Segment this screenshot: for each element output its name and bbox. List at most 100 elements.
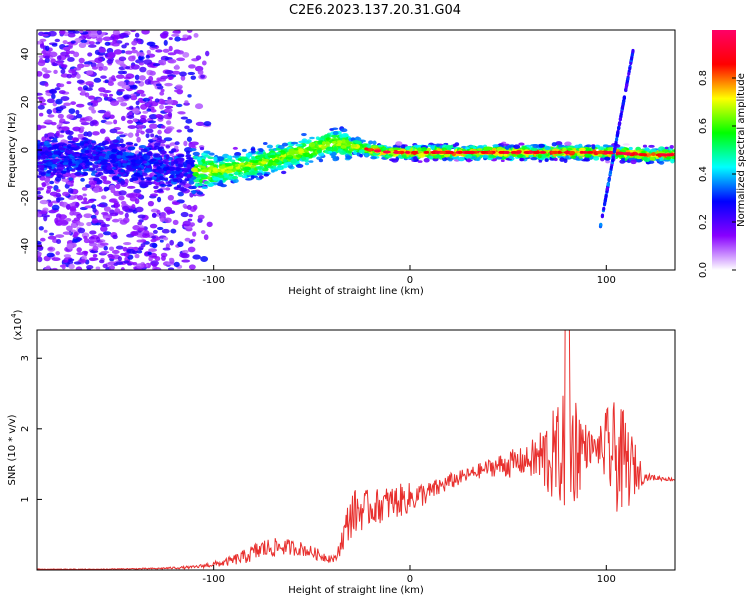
heatmap-cell bbox=[78, 158, 83, 164]
heatmap-cell bbox=[112, 30, 120, 36]
heatmap-cell bbox=[82, 168, 88, 172]
heatmap-cell bbox=[182, 203, 187, 209]
heatmap-cell bbox=[359, 153, 363, 158]
heatmap-cell bbox=[115, 245, 124, 250]
heatmap-cell bbox=[599, 222, 603, 227]
heatmap-cell bbox=[117, 162, 122, 168]
heatmap-cell bbox=[138, 151, 143, 155]
heatmap-cell bbox=[182, 220, 192, 227]
heatmap-cell bbox=[67, 56, 75, 62]
heatmap-cell bbox=[62, 162, 69, 166]
heatmap-cell bbox=[604, 150, 610, 154]
heatmap-cell bbox=[49, 232, 55, 236]
heatmap-cell bbox=[104, 121, 113, 125]
heatmap-cell bbox=[120, 50, 126, 54]
heatmap-cell bbox=[66, 243, 73, 250]
heatmap-cell bbox=[112, 162, 119, 167]
heatmap-cell bbox=[127, 125, 137, 129]
heatmap-cell bbox=[46, 170, 52, 174]
heatmap-cell bbox=[417, 147, 422, 151]
heatmap-cell bbox=[630, 52, 634, 57]
heatmap-cell bbox=[134, 253, 140, 259]
heatmap-cell bbox=[95, 41, 101, 45]
heatmap-cell bbox=[48, 146, 54, 151]
heatmap-cell bbox=[154, 98, 160, 103]
heatmap-cell bbox=[200, 256, 209, 262]
heatmap-cell bbox=[275, 147, 281, 151]
heatmap-cell bbox=[151, 263, 158, 267]
heatmap-cell bbox=[528, 150, 534, 154]
heatmap-cell bbox=[109, 128, 118, 134]
heatmap-cell bbox=[411, 150, 418, 154]
heatmap-cell bbox=[159, 175, 164, 181]
heatmap-cell bbox=[163, 39, 168, 46]
heatmap-cell bbox=[75, 266, 83, 270]
heatmap-cell bbox=[61, 126, 70, 132]
heatmap-cell bbox=[258, 148, 264, 153]
heatmap-cell bbox=[139, 125, 144, 129]
heatmap-y-tick-label: 40 bbox=[20, 48, 31, 61]
heatmap-cell bbox=[166, 184, 173, 187]
heatmap-cell bbox=[74, 171, 82, 177]
heatmap-cell bbox=[650, 152, 656, 157]
heatmap-cell bbox=[136, 89, 145, 95]
heatmap-cell bbox=[166, 120, 172, 125]
heatmap-cell bbox=[39, 43, 45, 49]
heatmap-cell bbox=[37, 187, 45, 191]
heatmap-cell bbox=[163, 137, 173, 142]
colorbar-ticks: 0.0 0.2 0.4 0.6 0.8 bbox=[698, 70, 736, 278]
heatmap-cell bbox=[153, 267, 162, 270]
heatmap-cell bbox=[179, 164, 184, 168]
heatmap-cell bbox=[176, 184, 182, 188]
heatmap-cell bbox=[238, 174, 244, 178]
heatmap-cell bbox=[151, 235, 157, 239]
heatmap-cell bbox=[39, 199, 49, 205]
heatmap-cell bbox=[209, 165, 214, 170]
heatmap-cell bbox=[331, 140, 337, 144]
heatmap-cell bbox=[96, 30, 102, 35]
heatmap-cell bbox=[154, 256, 161, 262]
heatmap-cell bbox=[55, 130, 60, 137]
heatmap-cell bbox=[72, 126, 81, 132]
heatmap-cell bbox=[612, 149, 616, 154]
heatmap-cell bbox=[44, 119, 53, 123]
heatmap-cell bbox=[54, 87, 61, 91]
heatmap-cell bbox=[277, 165, 282, 168]
heatmap-cell bbox=[622, 143, 630, 146]
heatmap-cell bbox=[320, 135, 327, 139]
heatmap-image bbox=[37, 30, 675, 270]
heatmap-cell bbox=[537, 143, 546, 148]
heatmap-cell bbox=[112, 139, 119, 144]
heatmap-cell bbox=[189, 222, 196, 227]
colorbar-tick-label: 0.8 bbox=[698, 70, 709, 86]
heatmap-cell bbox=[131, 46, 136, 50]
heatmap-cell bbox=[388, 148, 394, 152]
heatmap-cell bbox=[83, 238, 90, 244]
heatmap-cell bbox=[161, 255, 166, 261]
heatmap-cell bbox=[267, 161, 273, 167]
heatmap-cell bbox=[38, 164, 45, 169]
heatmap-cell bbox=[218, 161, 226, 165]
heatmap-cell bbox=[58, 147, 66, 151]
heatmap-cell bbox=[120, 180, 126, 186]
heatmap-cell bbox=[340, 128, 348, 133]
heatmap-cell bbox=[249, 170, 256, 176]
snr-x-tick-label: 0 bbox=[407, 574, 413, 585]
heatmap-cell bbox=[649, 156, 656, 161]
heatmap-cell bbox=[92, 187, 100, 193]
heatmap-cell bbox=[122, 70, 127, 75]
heatmap-cell bbox=[189, 148, 197, 152]
heatmap-cell bbox=[125, 193, 135, 198]
heatmap-cell bbox=[98, 155, 105, 160]
heatmap-cell bbox=[136, 129, 141, 133]
heatmap-cell bbox=[58, 214, 67, 220]
heatmap-cell bbox=[586, 150, 594, 154]
heatmap-cell bbox=[309, 136, 315, 140]
heatmap-cell bbox=[530, 147, 538, 152]
heatmap-cell bbox=[130, 95, 138, 101]
heatmap-cell bbox=[153, 163, 159, 167]
heatmap-cell bbox=[147, 200, 155, 207]
heatmap-cell bbox=[38, 226, 44, 231]
heatmap-cell bbox=[63, 158, 69, 164]
heatmap-cell bbox=[174, 89, 181, 93]
